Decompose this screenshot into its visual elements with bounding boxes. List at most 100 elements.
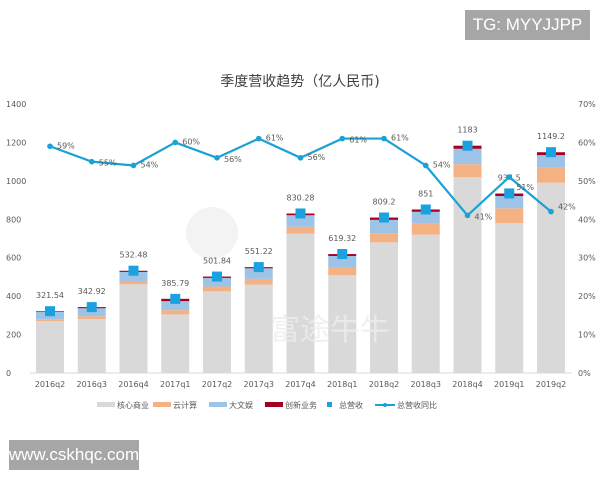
bar-segment-1 bbox=[36, 319, 64, 322]
watermark-logo bbox=[186, 207, 238, 259]
x-tick-label: 2018q2 bbox=[369, 380, 400, 389]
y2-tick-label: 40% bbox=[578, 215, 596, 224]
x-tick-label: 2019q1 bbox=[494, 380, 525, 389]
y2-tick-label: 10% bbox=[578, 331, 596, 340]
x-tick-label: 2016q2 bbox=[35, 380, 66, 389]
x-tick-label: 2019q2 bbox=[536, 380, 567, 389]
legend-label: 云计算 bbox=[173, 400, 197, 410]
yoy-point bbox=[47, 143, 53, 150]
yoy-point bbox=[506, 174, 513, 180]
x-tick-label: 2017q4 bbox=[285, 380, 316, 389]
yoy-point bbox=[464, 212, 471, 219]
total-marker bbox=[45, 306, 55, 317]
total-marker bbox=[253, 262, 264, 273]
yoy-point bbox=[422, 162, 429, 169]
bar-segment-2 bbox=[119, 271, 148, 281]
legend-swatch-yoy-dot bbox=[383, 403, 387, 407]
bar-segment-0 bbox=[453, 177, 482, 373]
y2-tick-label: 0% bbox=[578, 369, 591, 378]
bar-segment-2 bbox=[328, 255, 357, 268]
legend-swatch bbox=[265, 402, 283, 407]
yoy-point bbox=[214, 155, 220, 161]
total-label: 321.54 bbox=[36, 291, 64, 300]
bar-segment-0 bbox=[370, 242, 398, 373]
total-label: 342.92 bbox=[78, 287, 106, 296]
yoy-point bbox=[339, 135, 346, 142]
total-label: 830.28 bbox=[287, 193, 315, 202]
total-marker bbox=[379, 212, 389, 223]
y-tick-label: 400 bbox=[6, 292, 21, 301]
y2-tick-label: 50% bbox=[578, 177, 596, 186]
bar-segment-0 bbox=[411, 234, 440, 373]
bar-segment-2 bbox=[244, 268, 273, 279]
y2-tick-label: 30% bbox=[578, 254, 596, 263]
yoy-label: 61% bbox=[391, 134, 409, 143]
total-marker bbox=[170, 293, 181, 304]
y2-tick-label: 20% bbox=[578, 292, 596, 301]
x-tick-label: 2018q4 bbox=[452, 380, 483, 389]
bar-segment-0 bbox=[286, 233, 315, 373]
bar-segment-2 bbox=[537, 155, 565, 168]
total-marker bbox=[420, 204, 431, 215]
legend-swatch bbox=[153, 402, 171, 407]
y2-tick-label: 60% bbox=[578, 138, 596, 147]
x-tick-label: 2017q3 bbox=[243, 380, 274, 389]
yoy-label: 54% bbox=[141, 160, 159, 169]
total-marker bbox=[337, 249, 348, 260]
yoy-label: 55% bbox=[99, 159, 117, 168]
bar-segment-1 bbox=[77, 316, 106, 320]
yoy-label: 56% bbox=[308, 153, 326, 162]
x-tick-label: 2016q4 bbox=[118, 380, 149, 389]
y-tick-label: 800 bbox=[6, 215, 21, 224]
y2-tick-label: 70% bbox=[578, 100, 596, 109]
y-tick-label: 600 bbox=[6, 254, 21, 263]
total-label: 1183 bbox=[457, 126, 477, 135]
bar-segment-2 bbox=[453, 148, 482, 165]
bar-segment-1 bbox=[370, 233, 398, 243]
yoy-point bbox=[297, 155, 304, 161]
site-watermark-tag: www.cskhqc.com bbox=[9, 440, 139, 470]
yoy-point bbox=[548, 208, 554, 215]
yoy-label: 54% bbox=[433, 160, 451, 169]
yoy-label: 60% bbox=[182, 137, 200, 146]
total-label: 851 bbox=[418, 189, 433, 198]
legend-label: 创新业务 bbox=[285, 400, 317, 410]
bar-segment-1 bbox=[286, 226, 315, 234]
total-marker bbox=[128, 265, 139, 276]
legend-swatch bbox=[209, 402, 227, 407]
total-marker bbox=[86, 302, 97, 313]
bar-segment-0 bbox=[77, 319, 106, 373]
y-tick-label: 1200 bbox=[6, 138, 26, 147]
bar-segment-1 bbox=[537, 167, 565, 183]
x-tick-label: 2017q2 bbox=[202, 380, 233, 389]
bar-segment-2 bbox=[161, 301, 190, 311]
y-tick-label: 1000 bbox=[6, 177, 26, 186]
bar-segment-0 bbox=[244, 284, 273, 373]
yoy-point bbox=[255, 135, 262, 142]
legend-label: 总营收 bbox=[339, 400, 363, 410]
bar-segment-0 bbox=[161, 314, 190, 373]
x-tick-label: 2018q1 bbox=[327, 380, 358, 389]
total-label: 532.48 bbox=[120, 251, 148, 260]
chart-title: 季度营收趋势（亿人民币) bbox=[220, 74, 379, 90]
total-marker bbox=[462, 140, 473, 151]
yoy-point bbox=[88, 158, 95, 165]
total-label: 619.32 bbox=[328, 234, 356, 243]
bar-segment-0 bbox=[328, 275, 357, 373]
yoy-label: 59% bbox=[57, 141, 75, 150]
legend-swatch bbox=[97, 402, 115, 407]
yoy-label: 61% bbox=[266, 134, 284, 143]
legend-label: 总营收同比 bbox=[397, 400, 437, 410]
legend-label: 核心商业 bbox=[117, 400, 149, 410]
yoy-label: 42% bbox=[558, 203, 576, 212]
total-marker bbox=[504, 188, 515, 199]
yoy-label: 51% bbox=[516, 183, 534, 192]
bar-segment-0 bbox=[203, 291, 231, 373]
total-label: 809.2 bbox=[373, 198, 396, 207]
bar-segment-0 bbox=[495, 223, 524, 373]
bar-segment-1 bbox=[244, 278, 273, 285]
total-label: 551.22 bbox=[245, 247, 273, 256]
bar-segment-2 bbox=[495, 196, 524, 209]
yoy-label: 61% bbox=[349, 136, 367, 145]
